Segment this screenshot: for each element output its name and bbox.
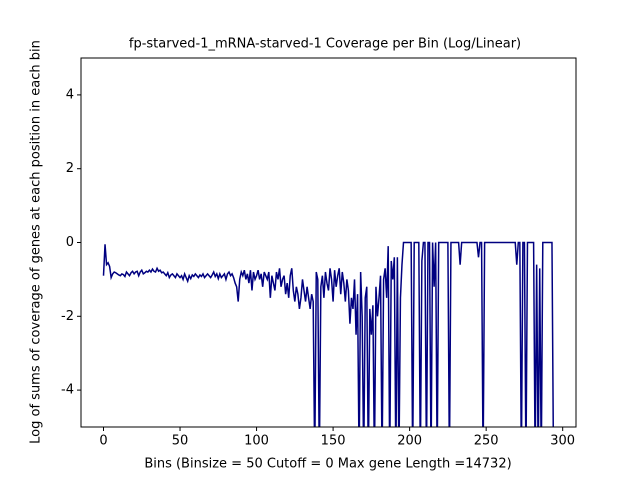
x-tick-label: 250 (474, 434, 499, 449)
x-tick-label: 100 (244, 434, 269, 449)
y-tick-label: 0 (66, 235, 74, 250)
data-line (102, 241, 554, 427)
y-tick-label: 4 (66, 87, 74, 102)
x-axis-label: Bins (Binsize = 50 Cutoff = 0 Max gene L… (144, 457, 511, 472)
plot-frame (80, 57, 577, 428)
x-tick-label: 150 (321, 434, 346, 449)
y-tick-label: -2 (61, 309, 74, 324)
x-tick-label: 300 (550, 434, 575, 449)
y-axis-label: Log of sums of coverage of genes at each… (29, 40, 44, 444)
y-tick-label: 2 (66, 161, 74, 176)
x-tick-label: 0 (99, 434, 107, 449)
chart-title: fp-starved-1_mRNA-starved-1 Coverage per… (129, 37, 521, 52)
x-tick-label: 200 (397, 434, 422, 449)
x-tick-label: 50 (172, 434, 189, 449)
y-tick-label: -4 (61, 383, 74, 398)
